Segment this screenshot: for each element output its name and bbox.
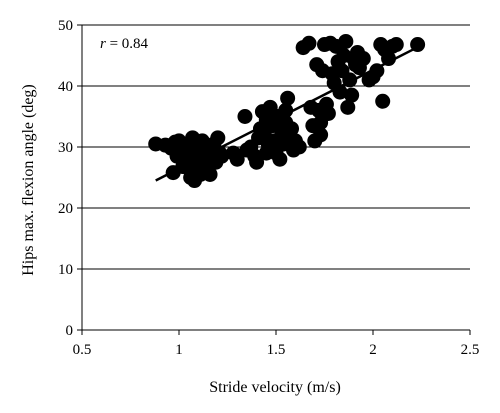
data-point xyxy=(229,151,245,167)
data-point xyxy=(355,51,371,67)
data-point xyxy=(239,142,255,158)
y-tick-label: 30 xyxy=(58,140,73,156)
x-tick-label: 1.5 xyxy=(267,342,286,358)
data-point xyxy=(313,127,329,143)
data-point xyxy=(210,130,226,146)
y-tick-label: 40 xyxy=(58,79,73,95)
y-tick-label: 20 xyxy=(58,201,73,217)
x-axis-label: Stride velocity (m/s) xyxy=(209,379,341,396)
correlation-annotation: r = 0.84 xyxy=(100,36,149,52)
data-point xyxy=(284,121,300,137)
y-axis-label: Hips max. flexion angle (deg) xyxy=(20,84,37,276)
regression-line-group xyxy=(155,47,417,182)
tick-labels: 0 10 20 30 40 50 0.5 1 1.5 2 2.5 xyxy=(58,18,479,358)
data-point xyxy=(258,145,274,161)
data-point xyxy=(301,35,317,51)
data-point xyxy=(202,166,218,182)
regression-line xyxy=(155,47,417,182)
data-point xyxy=(344,87,360,103)
data-point xyxy=(237,109,253,124)
data-point xyxy=(272,151,288,167)
x-tick-label: 0.5 xyxy=(73,342,92,358)
data-point xyxy=(280,90,296,106)
y-tick-label: 10 xyxy=(58,262,73,278)
data-point xyxy=(214,148,230,164)
x-tick-label: 2.5 xyxy=(461,342,480,358)
y-tick-label: 50 xyxy=(58,18,73,34)
data-point xyxy=(381,51,397,67)
data-point xyxy=(388,37,404,53)
data-point xyxy=(249,154,265,170)
data-point xyxy=(320,105,336,121)
correlation-symbol: r xyxy=(100,36,106,52)
data-point xyxy=(291,139,307,155)
correlation-value: = 0.84 xyxy=(106,36,149,52)
data-point xyxy=(254,104,270,120)
data-points xyxy=(148,33,426,189)
x-tick-label: 2 xyxy=(369,342,377,358)
data-point xyxy=(340,99,356,115)
axes xyxy=(77,24,471,335)
x-tick-label: 1 xyxy=(175,342,183,358)
data-point xyxy=(338,33,354,49)
y-tick-label: 0 xyxy=(66,323,74,339)
data-point xyxy=(375,93,391,109)
data-point xyxy=(278,102,294,118)
